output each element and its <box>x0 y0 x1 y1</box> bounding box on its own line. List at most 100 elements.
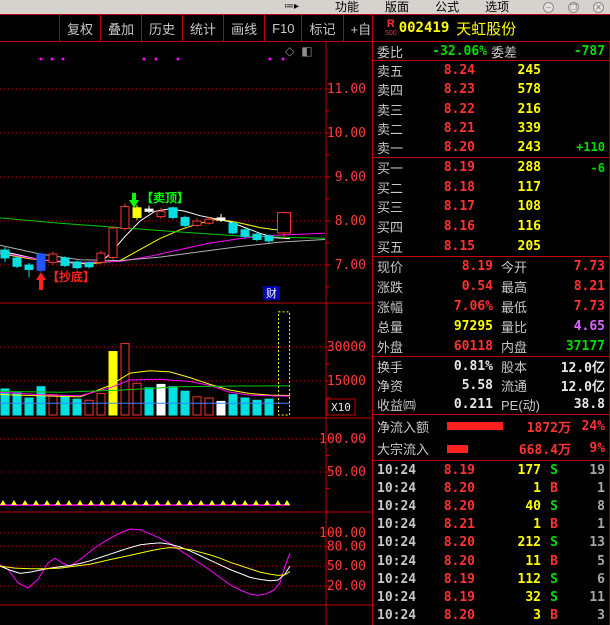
flow-value: 668.4万 <box>518 443 571 459</box>
order-book-row[interactable]: 卖四 8.23 578 <box>373 80 609 99</box>
svg-text:10.00: 10.00 <box>327 126 366 141</box>
tick-row: 10:24 8.21 1 B 1 <box>373 516 609 534</box>
tick-side: S <box>550 499 558 515</box>
list-menu-icon[interactable]: ≔▸ <box>284 1 300 12</box>
diamond-icon[interactable]: ◇ <box>285 44 295 58</box>
toolbar-button-1[interactable]: 叠加 <box>100 15 141 41</box>
order-book-row[interactable]: 卖一 8.20 243 +110 <box>373 138 609 157</box>
kline-chart-canvas[interactable]: 11.00 10.00 9.00 8.00 7.00 【卖顶】【抄底】财 30000 1500… <box>0 42 372 625</box>
menu-item-layout[interactable]: 版面 <box>385 0 410 14</box>
cai-indicator-badge: 财 <box>266 286 277 300</box>
tick-count: 1 <box>597 480 605 496</box>
toolbar-button-6[interactable]: 标记 <box>301 15 342 41</box>
sell-order-book: 卖五 8.24 245 卖四 8.23 578 卖三 8.22 216 卖二 8.21 339 卖一 8.… <box>373 61 609 158</box>
tick-side: B <box>550 480 558 496</box>
tick-count: 3 <box>597 608 605 624</box>
info-value: 60118 <box>453 338 493 354</box>
tick-price: 8.20 <box>443 535 475 551</box>
info-label: 外盘 <box>377 339 404 355</box>
tick-price: 8.21 <box>443 517 475 533</box>
flow-percent: 24% <box>581 418 605 434</box>
info-label: 最低 <box>501 299 528 315</box>
restore-icon[interactable]: ❐ <box>568 1 579 13</box>
quote-info-fundamental: 换手 0.81% 股本 12.0亿 净资 5.58 流通 12.0亿 收益㈣ 0.211 PE(动)… <box>373 357 609 415</box>
info-label: 量比 <box>501 319 528 335</box>
menu-item-formula[interactable]: 公式 <box>435 0 460 14</box>
info-row: 收益㈣ 0.211 PE(动) 38.8 <box>373 395 609 414</box>
split-view-icon[interactable]: ◧ <box>301 44 313 58</box>
info-label: 换手 <box>377 360 404 375</box>
tick-trade-list: 10:24 8.19 177 S 19 10:24 8.20 1 B 1 10:24 8.20 40 S 8… <box>373 461 609 625</box>
title-bar: ≔▸ 功能 版面 公式 选项 – ❐ ✕ <box>0 0 610 14</box>
order-book-row[interactable]: 卖二 8.21 339 <box>373 119 609 138</box>
svg-text:100.00: 100.00 <box>319 526 366 541</box>
tick-price: 8.19 <box>443 590 475 606</box>
level-price: 8.18 <box>443 179 475 195</box>
level-label: 买二 <box>377 180 404 196</box>
chart-mini-icons: ◇ ◧ <box>285 44 313 58</box>
level-price: 8.15 <box>443 238 475 254</box>
tick-price: 8.20 <box>443 608 475 624</box>
info-value: 5.58 <box>461 378 493 393</box>
tick-side: B <box>550 608 558 624</box>
svg-text:50.00: 50.00 <box>327 465 366 480</box>
level-label: 卖二 <box>377 121 404 137</box>
toolbar-button-3[interactable]: 统计 <box>182 15 223 41</box>
tick-price: 8.20 <box>443 499 475 515</box>
level-volume: 116 <box>517 219 541 235</box>
sell-top-annotation: 【卖顶】 <box>141 190 189 205</box>
level-volume: 117 <box>517 179 541 195</box>
tick-time: 10:24 <box>377 535 417 551</box>
order-book-row[interactable]: 买一 8.19 288 -6 <box>373 158 609 178</box>
flow-value: 1872万 <box>526 420 571 436</box>
info-label: 流通 <box>501 379 528 394</box>
buy-order-book: 买一 8.19 288 -6 买二 8.18 117 买三 8.17 108 买四 8.16 116 买五… <box>373 158 609 257</box>
info-row: 现价 8.19 今开 7.73 <box>373 257 609 277</box>
tick-side: S <box>550 571 558 587</box>
tick-price: 8.20 <box>443 553 475 569</box>
order-book-row[interactable]: 卖三 8.22 216 <box>373 99 609 118</box>
toolbar-button-0[interactable]: 复权 <box>59 15 100 41</box>
tick-volume: 177 <box>517 462 541 478</box>
info-value: 0.81% <box>453 359 493 374</box>
info-value: 97295 <box>453 318 493 334</box>
level-price: 8.19 <box>443 160 475 176</box>
stock-code: 002419 <box>398 20 450 36</box>
level-volume: 216 <box>517 101 541 117</box>
stock-name: 天虹股份 <box>456 20 517 38</box>
tick-row: 10:24 8.20 1 B 1 <box>373 479 609 497</box>
order-book-row[interactable]: 买五 8.15 205 <box>373 236 609 256</box>
tick-count: 11 <box>589 590 605 606</box>
svg-text:30000: 30000 <box>327 340 366 355</box>
tick-price: 8.19 <box>443 571 475 587</box>
tick-volume: 40 <box>525 499 541 515</box>
tick-time: 10:24 <box>377 608 417 624</box>
tick-price: 8.19 <box>443 462 475 478</box>
menu-item-function[interactable]: 功能 <box>335 0 360 14</box>
tick-count: 1 <box>597 517 605 533</box>
level-delta: -6 <box>590 160 605 175</box>
tick-count: 5 <box>597 553 605 569</box>
toolbar-button-2[interactable]: 历史 <box>141 15 182 41</box>
info-value: 8.19 <box>461 259 493 275</box>
svg-text:8.00: 8.00 <box>335 214 366 229</box>
tick-time: 10:24 <box>377 499 417 515</box>
close-icon[interactable]: ✕ <box>593 1 604 13</box>
chart-area[interactable]: ◇ ◧ 11.00 10.00 9.00 8.00 7.00 【卖顶】 【抄底】财 30000… <box>0 42 372 625</box>
flag-500: 500 <box>385 30 397 37</box>
order-book-row[interactable]: 卖五 8.24 245 <box>373 61 609 80</box>
order-book-row[interactable]: 买四 8.16 116 <box>373 217 609 237</box>
order-book-row[interactable]: 买二 8.18 117 <box>373 178 609 198</box>
info-value: 7.73 <box>573 259 605 275</box>
menu-item-options[interactable]: 选项 <box>485 0 510 14</box>
toolbar-button-5[interactable]: F10 <box>264 15 301 41</box>
info-value: 0.211 <box>453 397 493 412</box>
minimize-icon[interactable]: – <box>543 1 554 13</box>
tick-volume: 32 <box>525 590 541 606</box>
order-book-row[interactable]: 买三 8.17 108 <box>373 197 609 217</box>
info-label: 现价 <box>377 260 404 276</box>
money-flow-row: 大宗流入 668.4万 9% <box>373 438 609 461</box>
toolbar-button-4[interactable]: 画线 <box>223 15 264 41</box>
info-row: 换手 0.81% 股本 12.0亿 <box>373 357 609 376</box>
